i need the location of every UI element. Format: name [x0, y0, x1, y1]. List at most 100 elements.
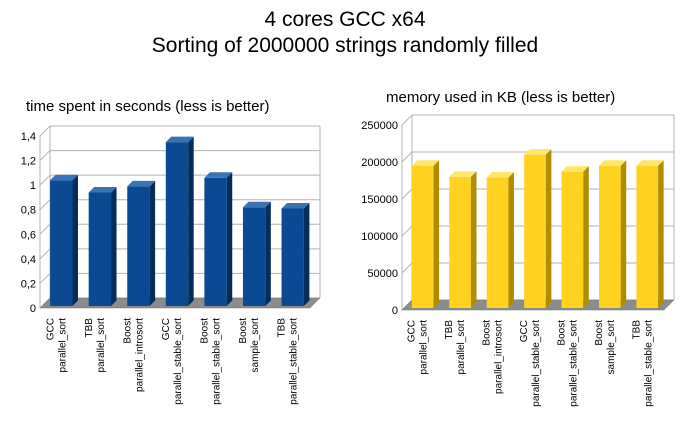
time-category-label: Boost	[200, 318, 211, 344]
memory-category-label: TBB	[631, 320, 642, 340]
time-ytick-label: 0,8	[21, 205, 36, 217]
time-category-label: GCC	[161, 318, 172, 340]
time-category-label: Boost	[122, 318, 133, 344]
time-category-label: parallel_stable_sort	[212, 318, 223, 405]
memory-category-label: parallel_stable_sort	[531, 320, 542, 407]
memory-bar	[561, 166, 589, 308]
memory-ytick-label: 250000	[361, 120, 398, 132]
memory-category-label: parallel_stable_sort	[568, 320, 579, 407]
time-bar-front	[165, 142, 189, 306]
memory-bar-top	[561, 166, 589, 172]
memory-category-label: Boost	[556, 320, 567, 346]
time-category-label: Boost	[238, 318, 249, 344]
time-ytick-label: 1,4	[21, 131, 36, 143]
memory-category-label: GCC	[519, 320, 530, 342]
memory-gridline-side	[401, 114, 413, 126]
time-bar-top	[50, 174, 78, 181]
time-bar-top	[88, 187, 117, 193]
memory-bar	[599, 160, 627, 308]
time-bar-front	[281, 208, 304, 306]
memory-bar-front	[449, 176, 471, 308]
memory-category-label: TBB	[444, 320, 455, 340]
time-ytick-label: 0,2	[21, 278, 36, 290]
time-gridline-side	[39, 199, 51, 211]
memory-gridline-side	[401, 188, 413, 200]
time-ytick-label: 1	[30, 180, 36, 192]
time-category-label: parallel_introsort	[134, 318, 145, 392]
memory-bar-top	[449, 171, 477, 177]
memory-bar-side	[470, 171, 477, 308]
time-category-label: parallel_stable_sort	[289, 318, 300, 405]
time-bar-side	[72, 174, 78, 306]
memory-category-label: parallel_sort	[419, 320, 430, 375]
time-category-label: TBB	[84, 318, 95, 338]
time-bar	[281, 202, 310, 306]
time-bar	[204, 172, 233, 306]
time-category-label: sample_sort	[250, 318, 261, 373]
time-bar	[242, 201, 271, 306]
time-gridline-side	[39, 273, 51, 284]
memory-category-label: sample_sort	[606, 320, 617, 375]
memory-gridline-side	[401, 151, 413, 163]
time-bar-side	[188, 136, 194, 306]
time-bar-top	[127, 180, 156, 187]
time-category-label: parallel_sort	[57, 318, 68, 373]
time-ytick-label: 0,6	[21, 229, 36, 241]
memory-bar	[524, 149, 552, 308]
time-bar-top	[204, 172, 233, 178]
time-bar	[88, 187, 117, 306]
memory-bar-side	[620, 160, 627, 308]
time-bar-side	[303, 202, 310, 306]
memory-gridline-side	[401, 262, 413, 274]
memory-bar-front	[486, 177, 509, 308]
time-bar-front	[204, 177, 227, 306]
time-bar-side	[226, 172, 233, 306]
memory-category-label: parallel_sort	[456, 320, 467, 375]
time-gridline-side	[39, 174, 51, 186]
memory-bar-top	[524, 149, 552, 155]
memory-bar	[411, 160, 440, 308]
time-bar-top	[281, 202, 310, 209]
memory-ytick-label: 50000	[367, 268, 398, 280]
memory-category-label: parallel_stable_sort	[643, 320, 654, 407]
memory-bar-top	[486, 172, 514, 178]
memory-bar-side	[583, 166, 589, 308]
time-bar-side	[265, 201, 271, 306]
memory-category-label: Boost	[482, 320, 493, 346]
memory-bar	[486, 172, 514, 308]
memory-bar-side	[545, 149, 552, 308]
time-category-label: parallel_sort	[96, 318, 107, 373]
memory-bar-front	[561, 171, 584, 308]
chart-title-line-2: Sorting of 2000000 strings randomly fill…	[151, 34, 539, 57]
time-category-label: TBB	[277, 318, 288, 338]
memory-ytick-label: 0	[392, 305, 398, 317]
memory-bar-top	[636, 160, 664, 166]
time-category-label: GCC	[45, 318, 56, 340]
memory-bar	[636, 160, 664, 308]
time-ytick-label: 1,2	[21, 156, 36, 168]
time-bar	[165, 136, 194, 306]
time-gridline-side	[39, 223, 51, 235]
time-bar-side	[111, 187, 117, 306]
chart-title-line-1: 4 cores GCC x64	[264, 8, 426, 31]
memory-bar-top	[599, 160, 627, 166]
time-ytick-label: 0	[30, 303, 36, 315]
memory-ytick-label: 150000	[361, 194, 398, 206]
memory-chart-title: memory used in KB (less is better)	[386, 89, 616, 106]
time-bar-front	[50, 180, 73, 306]
time-bar-front	[242, 207, 266, 306]
memory-category-label: Boost	[594, 320, 605, 346]
memory-category-label: GCC	[407, 320, 418, 342]
memory-bar-side	[433, 160, 440, 308]
memory-gridline-side	[401, 225, 413, 237]
time-gridline-side	[39, 150, 51, 161]
time-bar	[127, 180, 156, 306]
time-bar	[50, 174, 78, 306]
memory-bar-top	[411, 160, 440, 166]
time-ytick-label: 0,4	[21, 254, 36, 266]
time-gridline-side	[39, 125, 51, 137]
time-bar-side	[149, 180, 156, 306]
time-chart-title: time spent in seconds (less is better)	[26, 98, 270, 115]
